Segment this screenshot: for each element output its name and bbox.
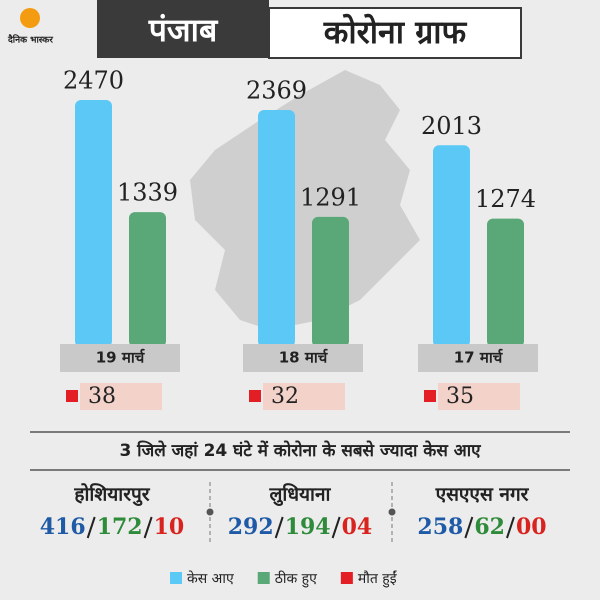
data-label: 2470 [63, 66, 124, 94]
district-name: लुधियाना [269, 483, 332, 507]
death-label: 38 [88, 384, 116, 409]
logo: दैनिक भास्कर [7, 34, 53, 46]
legend-swatch [340, 572, 353, 584]
header-title: कोरोना ग्राफ [323, 13, 468, 51]
district-name: एसएएस नगर [435, 484, 530, 506]
x-tick-label: 19 मार्च [96, 349, 146, 367]
bar [433, 145, 470, 347]
slash [506, 516, 515, 539]
district-stat: 416 [40, 514, 86, 540]
slash [143, 516, 153, 539]
legend-label: ठीक हुए [275, 570, 317, 588]
bar [312, 216, 349, 347]
death-box [80, 383, 162, 410]
death-icon [424, 390, 436, 402]
bar [75, 99, 112, 347]
data-label: 1291 [300, 183, 361, 211]
death-box [263, 383, 345, 410]
slash [464, 516, 474, 539]
district-stat: 62 [474, 514, 505, 540]
legend-label: मौत हुईं [358, 570, 398, 588]
death-label: 32 [271, 384, 299, 409]
slash [331, 516, 341, 539]
separator-dot [388, 508, 396, 516]
bar [129, 212, 166, 347]
data-label: 1274 [475, 185, 536, 213]
district-name: होशियारपुर [73, 483, 150, 507]
header-state: पंजाब [148, 11, 219, 49]
date-box [60, 344, 180, 372]
header-state-box [97, 0, 269, 58]
district-stat: 292 [228, 514, 274, 540]
death-box [438, 383, 520, 410]
bar [258, 109, 295, 347]
bar [487, 218, 524, 347]
districts-title: 3 जिले जहां 24 घंटे में कोरोना के सबसे ज… [119, 440, 481, 461]
data-label: 2013 [421, 112, 482, 140]
death-icon [249, 390, 261, 402]
legend-label: केस आए [187, 570, 234, 587]
death-icon [66, 390, 78, 402]
header-title-box [268, 7, 522, 59]
data-label: 2369 [246, 76, 307, 104]
district-stat: 194 [285, 514, 331, 540]
slash [274, 516, 284, 539]
date-box [243, 344, 363, 372]
x-tick-label: 17 मार्च [454, 349, 504, 367]
logo-mark [20, 8, 40, 28]
data-label: 1339 [117, 179, 178, 207]
legend-swatch [257, 572, 270, 584]
slash [86, 516, 96, 539]
separator-dot [206, 508, 214, 516]
death-label: 35 [446, 384, 474, 409]
district-stat: 172 [97, 514, 143, 540]
date-box [418, 344, 538, 372]
x-tick-label: 18 मार्च [279, 349, 329, 367]
map-silhouette [190, 70, 420, 330]
district-stat: 04 [342, 514, 373, 540]
legend-swatch [170, 572, 182, 584]
district-stat: 258 [417, 514, 463, 540]
district-stat: 00 [516, 514, 547, 540]
district-stat: 10 [154, 514, 185, 540]
